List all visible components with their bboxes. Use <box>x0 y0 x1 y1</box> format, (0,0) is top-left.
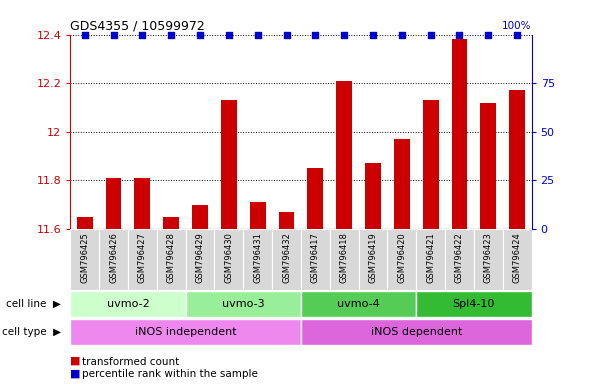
Bar <box>70 291 186 318</box>
Point <box>166 31 176 38</box>
Bar <box>423 100 439 229</box>
Text: GSM796417: GSM796417 <box>311 232 320 283</box>
Text: GSM796420: GSM796420 <box>397 232 406 283</box>
Bar <box>359 229 387 290</box>
Bar <box>279 212 295 229</box>
Text: GSM796425: GSM796425 <box>80 232 89 283</box>
Text: GSM796430: GSM796430 <box>224 232 233 283</box>
Bar <box>77 217 93 229</box>
Point <box>368 31 378 38</box>
Text: GSM796427: GSM796427 <box>138 232 147 283</box>
Point <box>310 31 320 38</box>
Bar <box>307 168 323 229</box>
Bar <box>336 81 352 229</box>
Bar <box>134 178 150 229</box>
Bar <box>243 229 272 290</box>
Text: 100%: 100% <box>502 21 532 31</box>
Bar <box>416 229 445 290</box>
Text: GSM796423: GSM796423 <box>484 232 493 283</box>
Bar <box>186 229 214 290</box>
Bar <box>503 229 532 290</box>
Text: GSM796424: GSM796424 <box>513 232 522 283</box>
Point <box>455 31 464 38</box>
Bar <box>106 178 122 229</box>
Point <box>483 31 493 38</box>
Text: GSM796421: GSM796421 <box>426 232 435 283</box>
Bar <box>301 318 532 345</box>
Text: GSM796418: GSM796418 <box>340 232 349 283</box>
Bar <box>214 229 243 290</box>
Bar <box>387 229 416 290</box>
Bar <box>301 291 416 318</box>
Text: GDS4355 / 10599972: GDS4355 / 10599972 <box>70 19 205 32</box>
Text: GSM796431: GSM796431 <box>253 232 262 283</box>
Text: ■: ■ <box>70 368 81 378</box>
Bar <box>221 100 237 229</box>
Text: uvmo-2: uvmo-2 <box>106 299 149 309</box>
Text: GSM796419: GSM796419 <box>368 232 378 283</box>
Text: Spl4-10: Spl4-10 <box>453 299 495 309</box>
Text: transformed count: transformed count <box>82 357 180 367</box>
Point <box>137 31 147 38</box>
Text: cell type  ▶: cell type ▶ <box>2 327 61 337</box>
Bar <box>157 229 186 290</box>
Point <box>195 31 205 38</box>
Bar <box>365 163 381 229</box>
Text: uvmo-4: uvmo-4 <box>337 299 380 309</box>
Point <box>397 31 407 38</box>
Bar <box>186 291 301 318</box>
Text: GSM796432: GSM796432 <box>282 232 291 283</box>
Bar <box>70 229 99 290</box>
Bar <box>330 229 359 290</box>
Point <box>253 31 263 38</box>
Point <box>426 31 436 38</box>
Text: GSM796428: GSM796428 <box>167 232 176 283</box>
Point <box>80 31 90 38</box>
Bar <box>394 139 410 229</box>
Bar <box>480 103 496 229</box>
Point <box>282 31 291 38</box>
Text: ■: ■ <box>70 356 81 366</box>
Text: percentile rank within the sample: percentile rank within the sample <box>82 369 258 379</box>
Bar <box>509 90 525 229</box>
Bar <box>301 229 330 290</box>
Point <box>339 31 349 38</box>
Point <box>512 31 522 38</box>
Text: GSM796429: GSM796429 <box>196 232 205 283</box>
Bar <box>99 229 128 290</box>
Point <box>109 31 119 38</box>
Bar <box>70 318 301 345</box>
Bar <box>474 229 503 290</box>
Bar <box>250 202 266 229</box>
Bar <box>192 205 208 229</box>
Text: iNOS independent: iNOS independent <box>135 327 236 337</box>
Text: cell line  ▶: cell line ▶ <box>6 299 61 309</box>
Text: uvmo-3: uvmo-3 <box>222 299 265 309</box>
Text: GSM796422: GSM796422 <box>455 232 464 283</box>
Bar <box>416 291 532 318</box>
Bar <box>163 217 179 229</box>
Text: iNOS dependent: iNOS dependent <box>370 327 462 337</box>
Text: GSM796426: GSM796426 <box>109 232 118 283</box>
Bar <box>272 229 301 290</box>
Point <box>224 31 234 38</box>
Bar <box>445 229 474 290</box>
Bar <box>452 40 467 229</box>
Bar <box>128 229 157 290</box>
